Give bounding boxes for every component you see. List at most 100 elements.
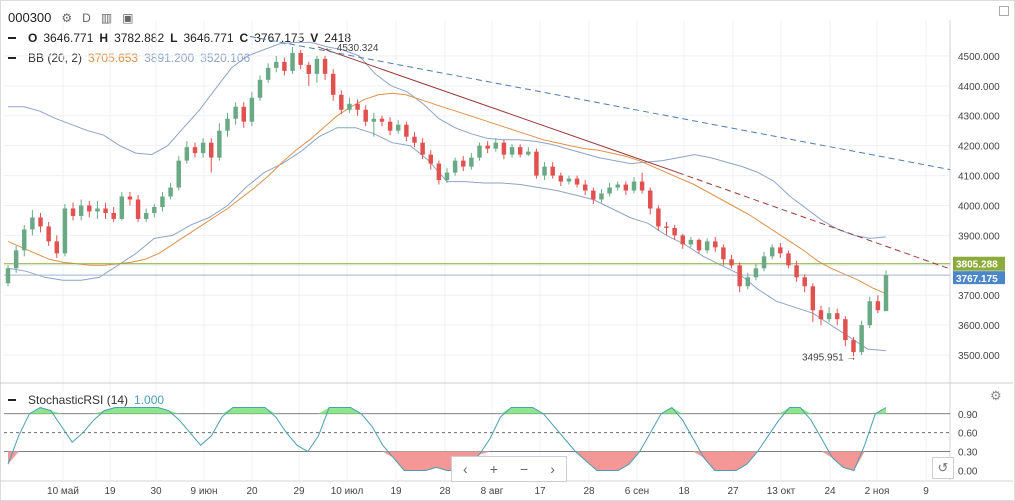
bb-upper-value: 3891.200 — [144, 51, 195, 65]
candle-body — [688, 239, 694, 245]
candle-body — [713, 241, 718, 248]
candle-body — [119, 196, 125, 219]
candle-body — [257, 79, 263, 98]
candle-body — [631, 181, 637, 191]
bb-lower-value: 3520.106 — [200, 51, 251, 65]
y-tick-label: 4000.000 — [958, 201, 1000, 212]
x-tick-label: 28 — [439, 486, 451, 497]
candle-body — [176, 160, 181, 188]
high-annotation: ← 4530.324 — [324, 43, 379, 54]
stoch-dash-icon — [8, 399, 16, 401]
candle-body — [542, 166, 547, 176]
candle-body — [322, 58, 328, 74]
candle-body — [778, 247, 783, 254]
candle-body — [412, 136, 417, 143]
ohlc-h-value: 3782.882 — [114, 31, 165, 45]
candle-body — [843, 319, 848, 341]
candle-body — [95, 208, 100, 212]
stoch-gear-icon[interactable]: ⚙ — [990, 388, 1002, 403]
ohlc-h-label: H — [99, 31, 109, 45]
candle-body — [509, 147, 515, 155]
candle-body — [233, 106, 238, 119]
candle-body — [363, 109, 368, 122]
candle-body — [753, 268, 759, 278]
y-tick-label: 3900.000 — [958, 231, 1000, 242]
ohlc-o-label: O — [28, 31, 38, 45]
candle-body — [54, 241, 60, 254]
candle-body — [274, 61, 279, 68]
trend-line-blue-dashed — [249, 35, 951, 171]
ohlc-c-value: 3767.175 — [254, 31, 305, 45]
bb-mid-line — [7, 92, 887, 295]
hline-price-tag — [953, 256, 1005, 271]
candle-body — [78, 205, 84, 216]
bb-lower-line — [7, 127, 887, 352]
candle-body — [5, 268, 11, 284]
hline-price-label: 3805.288 — [956, 260, 998, 271]
bar-style-icon[interactable]: ▥ — [100, 10, 113, 25]
bb-dash-icon — [8, 57, 16, 59]
candle-body — [826, 313, 832, 320]
ohlc-o-value: 3646.771 — [43, 31, 94, 45]
last-price-tag — [953, 271, 1005, 285]
x-tick-label: 9 — [923, 486, 929, 497]
candle-body — [745, 277, 751, 287]
candle-body — [664, 226, 669, 228]
x-tick-label: 6 сен — [625, 486, 649, 497]
candle-body — [802, 277, 807, 287]
interval-label[interactable]: D — [82, 10, 91, 25]
bb-label: BB (20, 2) — [28, 51, 83, 65]
candle-body — [526, 151, 531, 155]
candle-body — [111, 212, 116, 219]
candle-body — [225, 118, 230, 131]
candle-body — [680, 235, 685, 245]
x-tick-label: 19 — [104, 486, 116, 497]
candle-body — [200, 142, 206, 154]
ohlc-v-label: V — [310, 31, 319, 45]
bb-legend-row[interactable]: BB (20, 2) 3705.653 3891.200 3520.106 — [8, 51, 250, 65]
stoch-label: StochasticRSI (14) — [28, 393, 129, 407]
candle-body — [143, 212, 149, 219]
candle-body — [704, 241, 710, 251]
x-tick-label: 2 ноя — [865, 486, 890, 497]
candle-body — [209, 142, 214, 158]
candle-body — [22, 229, 27, 251]
x-tick-label: 10 июл — [331, 486, 364, 497]
symbol-label[interactable]: 000300 — [8, 10, 52, 25]
candle-body — [290, 52, 295, 71]
chart-header: 000300 ⚙ D ▥ ▣ — [8, 10, 134, 25]
candle-body — [696, 239, 702, 251]
candle-body — [306, 64, 312, 74]
candle-body — [379, 118, 385, 122]
candle-body — [46, 226, 51, 242]
candle-body — [249, 97, 255, 122]
x-tick-label: 8 авг — [481, 486, 504, 497]
stoch-tick-label: 0.60 — [958, 429, 978, 440]
candle-body — [615, 184, 620, 188]
zoom-in-button[interactable]: + — [489, 461, 498, 477]
scroll-right-button[interactable]: › — [550, 461, 555, 477]
candle-body — [217, 130, 222, 158]
candle-body — [875, 301, 881, 311]
candle-body — [452, 160, 458, 173]
x-tick-label: 19 — [390, 486, 402, 497]
stoch-legend-row[interactable]: StochasticRSI (14) 1.000 — [8, 393, 165, 407]
candle-body — [62, 208, 68, 254]
maximize-icon[interactable] — [999, 6, 1009, 16]
candle-body — [501, 142, 507, 155]
gear-icon[interactable]: ⚙ — [61, 10, 73, 25]
stoch-overbought-fill — [8, 407, 886, 414]
scroll-left-button[interactable]: ‹ — [463, 461, 468, 477]
candle-body — [330, 73, 336, 95]
candle-body — [534, 151, 539, 176]
candle-body — [265, 67, 271, 80]
compare-icon[interactable]: ▣ — [122, 10, 134, 25]
stoch-tick-label: 0.30 — [958, 448, 978, 459]
candle-body — [444, 172, 450, 181]
zoom-out-button[interactable]: − — [520, 461, 529, 477]
candle-body — [298, 52, 303, 65]
candle-body — [135, 199, 141, 219]
low-annotation: 3495.951 → — [802, 352, 857, 363]
reset-chart-button[interactable]: ↺ — [932, 457, 954, 479]
